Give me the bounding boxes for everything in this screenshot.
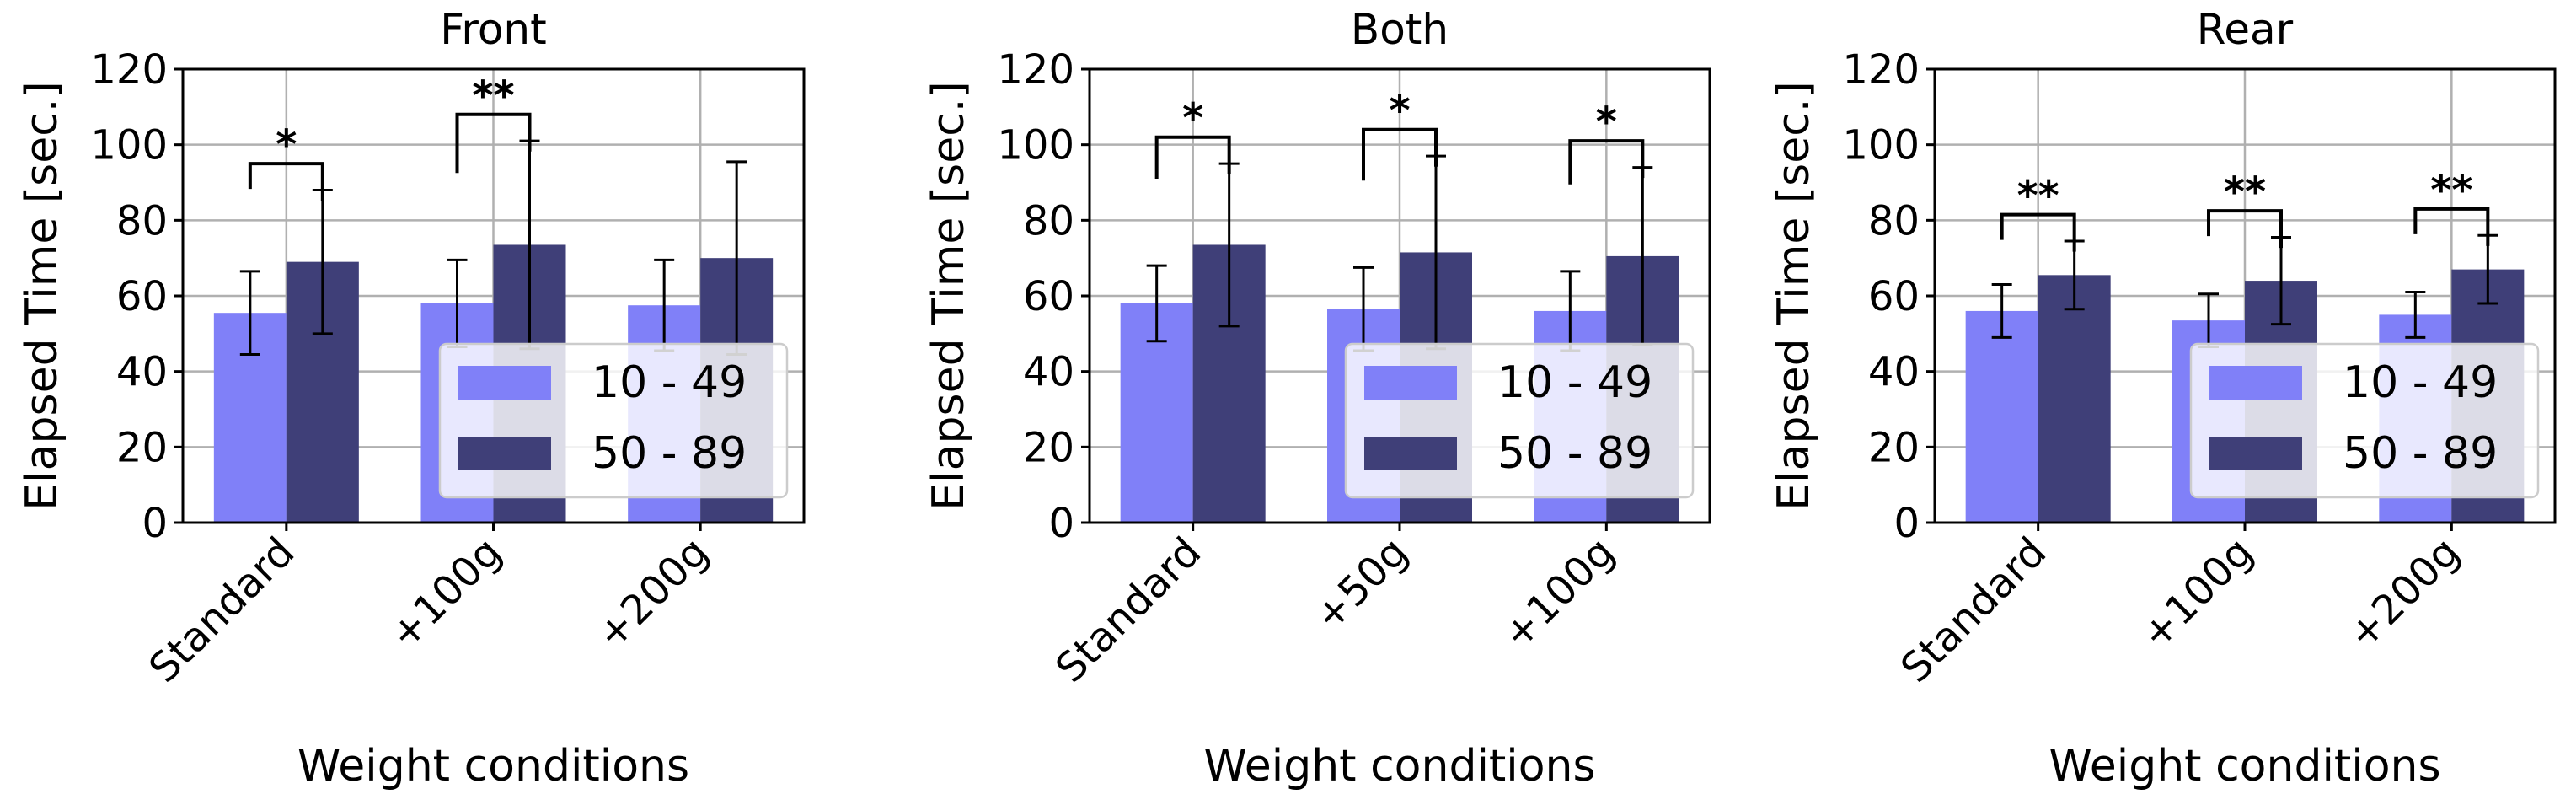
y-tick-label: 100 bbox=[90, 122, 168, 169]
y-tick-label: 0 bbox=[142, 500, 168, 547]
chart-title: Front bbox=[440, 5, 546, 54]
y-tick-label: 40 bbox=[1868, 349, 1920, 396]
y-axis-label: Elapsed Time [sec.] bbox=[1769, 81, 1819, 510]
x-axis-label: Weight conditions bbox=[297, 741, 689, 792]
y-tick-label: 20 bbox=[116, 424, 168, 471]
x-tick-label: Standard bbox=[140, 529, 303, 692]
significance-bracket bbox=[455, 112, 532, 174]
significance-bracket bbox=[1568, 139, 1645, 185]
significance-bracket bbox=[2413, 207, 2490, 246]
chart-panel-rear: ** ** ** 0 20 40 60 80 100 120 Standard +100g +200g R… bbox=[1769, 5, 2557, 792]
legend-swatch bbox=[1364, 366, 1457, 400]
y-tick-label: 40 bbox=[116, 349, 168, 396]
significance-label: * bbox=[276, 121, 297, 169]
chart-title: Both bbox=[1351, 5, 1449, 54]
x-tick-label: +200g bbox=[587, 529, 717, 658]
legend-swatch bbox=[1364, 437, 1457, 470]
significance-label: ** bbox=[2430, 167, 2472, 214]
chart-panel-both: * * * 0 20 40 60 80 100 120 Standard +50g +100g Both W… bbox=[924, 5, 1711, 792]
significance-label: * bbox=[1182, 95, 1203, 142]
y-tick-label: 20 bbox=[1868, 424, 1920, 471]
bar-rear-0-0 bbox=[1965, 310, 2038, 523]
legend-label: 50 - 89 bbox=[592, 428, 747, 479]
y-tick-label: 100 bbox=[997, 122, 1074, 169]
significance-bracket bbox=[1362, 127, 1438, 181]
x-tick-label: +100g bbox=[381, 529, 511, 658]
legend-label: 10 - 49 bbox=[2343, 357, 2498, 408]
x-tick-label: +50g bbox=[1305, 529, 1417, 641]
x-axis-label: Weight conditions bbox=[2048, 741, 2440, 792]
legend-label: 10 - 49 bbox=[592, 357, 747, 408]
significance-label: ** bbox=[2224, 169, 2266, 216]
y-axis-label: Elapsed Time [sec.] bbox=[17, 81, 67, 510]
y-tick-label: 60 bbox=[1023, 273, 1074, 320]
legend: 10 - 49 50 - 89 bbox=[438, 342, 789, 499]
x-tick-label: Standard bbox=[1047, 529, 1210, 692]
legend: 10 - 49 50 - 89 bbox=[1344, 342, 1695, 499]
legend-label: 50 - 89 bbox=[2343, 428, 2498, 479]
legend-swatch bbox=[2209, 437, 2302, 470]
y-tick-label: 20 bbox=[1023, 424, 1074, 471]
legend-label: 10 - 49 bbox=[1497, 357, 1652, 408]
x-axis-label: Weight conditions bbox=[1203, 741, 1595, 792]
y-tick-label: 0 bbox=[1893, 500, 1920, 547]
legend-swatch bbox=[458, 366, 551, 400]
y-tick-label: 80 bbox=[116, 197, 168, 244]
legend-swatch bbox=[2209, 366, 2302, 400]
significance-label: ** bbox=[2017, 173, 2059, 220]
y-tick-label: 60 bbox=[1868, 273, 1920, 320]
y-tick-label: 100 bbox=[1842, 122, 1920, 169]
x-tick-label: +100g bbox=[1493, 529, 1623, 658]
y-axis-label: Elapsed Time [sec.] bbox=[924, 81, 974, 510]
x-tick-label: +200g bbox=[2338, 529, 2468, 658]
legend-swatch bbox=[458, 437, 551, 470]
y-tick-label: 80 bbox=[1023, 197, 1074, 244]
chart-title: Rear bbox=[2197, 5, 2294, 54]
bar-rear-1-0 bbox=[2038, 275, 2111, 523]
legend: 10 - 49 50 - 89 bbox=[2189, 342, 2540, 499]
y-tick-label: 120 bbox=[1842, 46, 1920, 94]
significance-bracket bbox=[2000, 212, 2076, 252]
y-tick-label: 0 bbox=[1048, 500, 1074, 547]
y-tick-label: 60 bbox=[116, 273, 168, 320]
y-tick-label: 80 bbox=[1868, 197, 1920, 244]
y-tick-label: 120 bbox=[90, 46, 168, 94]
y-tick-label: 120 bbox=[997, 46, 1074, 94]
significance-label: * bbox=[1389, 88, 1410, 135]
significance-label: * bbox=[1596, 99, 1617, 146]
x-tick-label: Standard bbox=[1892, 529, 2055, 692]
x-tick-label: +100g bbox=[2132, 529, 2262, 658]
significance-bracket bbox=[2207, 209, 2283, 249]
y-tick-label: 40 bbox=[1023, 349, 1074, 396]
legend-label: 50 - 89 bbox=[1497, 428, 1652, 479]
significance-bracket bbox=[248, 162, 324, 201]
significance-bracket bbox=[1154, 135, 1231, 180]
significance-label: ** bbox=[472, 72, 514, 120]
